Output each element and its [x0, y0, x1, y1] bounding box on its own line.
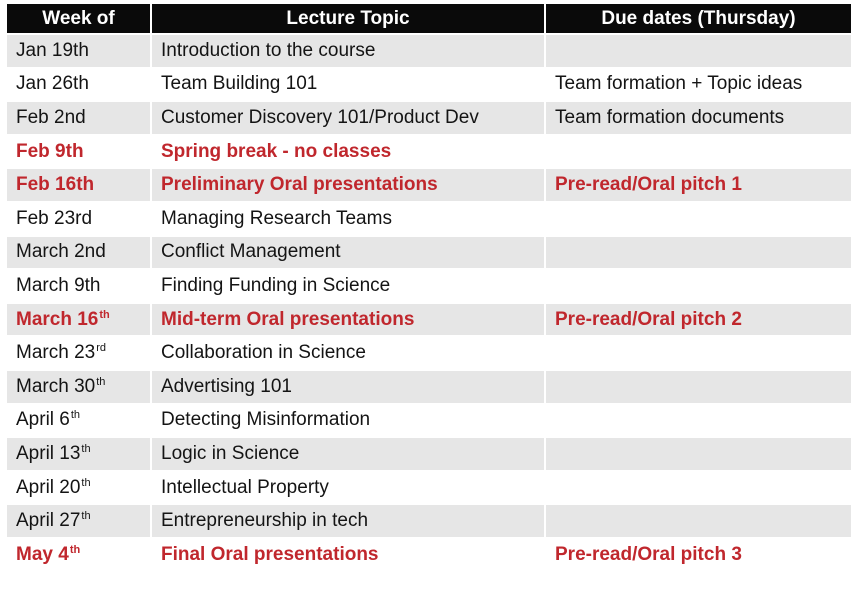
topic-cell: Customer Discovery 101/Product Dev: [152, 102, 544, 134]
week-cell: Feb 23rd: [7, 202, 150, 235]
week-date: March 16: [16, 308, 99, 330]
topic-cell: Preliminary Oral presentations: [152, 169, 544, 201]
ordinal-suffix: th: [81, 510, 91, 523]
topic-cell: Finding Funding in Science: [152, 270, 544, 302]
topic-cell: Mid-term Oral presentations: [152, 303, 544, 336]
header-lecture-topic: Lecture Topic: [152, 4, 544, 33]
week-date: Feb 23rd: [16, 207, 93, 229]
week-date: April 27: [16, 510, 81, 532]
due-cell: Team formation + Topic ideas: [546, 68, 851, 101]
due-cell: Pre-read/Oral pitch 3: [546, 538, 851, 571]
week-date: Feb 9th: [16, 140, 84, 162]
due-cell: [546, 202, 851, 235]
week-date: March 30: [16, 375, 96, 397]
week-cell: March 2nd: [7, 236, 150, 269]
ordinal-suffix: th: [69, 543, 81, 556]
ordinal-suffix: th: [96, 375, 106, 388]
week-cell: Feb 9th: [7, 135, 150, 168]
topic-cell: Entrepreneurship in tech: [152, 505, 544, 537]
week-date: March 9th: [16, 274, 101, 296]
table-row: Feb 16th Preliminary Oral presentations Pr…: [7, 169, 851, 201]
week-date: Feb 2nd: [16, 106, 86, 128]
table-row: April 6th Detecting Misinformation: [7, 404, 851, 437]
table-row: March 9th Finding Funding in Science: [7, 270, 851, 302]
topic-cell: Final Oral presentations: [152, 538, 544, 571]
table-row: March 30th Advertising 101: [7, 370, 851, 403]
due-cell: [546, 438, 851, 470]
schedule-body: Jan 19th Introduction to the course Jan 26…: [7, 35, 851, 571]
ordinal-suffix: th: [99, 308, 110, 321]
week-cell: Jan 19th: [7, 35, 150, 67]
topic-cell: Spring break - no classes: [152, 135, 544, 168]
table-row: Feb 23rd Managing Research Teams: [7, 202, 851, 235]
table-row: Jan 19th Introduction to the course: [7, 35, 851, 67]
topic-cell: Logic in Science: [152, 438, 544, 470]
week-date: March 23: [16, 342, 96, 364]
due-cell: Team formation documents: [546, 102, 851, 134]
week-cell: April 13th: [7, 438, 150, 470]
table-row: Jan 26th Team Building 101 Team formation …: [7, 68, 851, 101]
ordinal-suffix: th: [81, 442, 91, 455]
week-date: May 4: [16, 543, 69, 565]
table-row: April 27th Entrepreneurship in tech: [7, 505, 851, 537]
week-date: April 13: [16, 442, 81, 464]
due-cell: Pre-read/Oral pitch 1: [546, 169, 851, 201]
week-cell: April 27th: [7, 505, 150, 537]
table-row: March 23rd Collaboration in Science: [7, 337, 851, 369]
header-week-of: Week of: [7, 4, 150, 33]
header-due-dates: Due dates (Thursday): [546, 4, 851, 33]
week-cell: May 4th: [7, 538, 150, 571]
week-cell: March 9th: [7, 270, 150, 302]
topic-cell: Introduction to the course: [152, 35, 544, 67]
schedule-table: Week of Lecture Topic Due dates (Thursda…: [5, 2, 853, 573]
topic-cell: Intellectual Property: [152, 471, 544, 504]
due-cell: [546, 135, 851, 168]
topic-cell: Team Building 101: [152, 68, 544, 101]
due-cell: [546, 505, 851, 537]
header-row: Week of Lecture Topic Due dates (Thursda…: [7, 4, 851, 33]
week-cell: March 30th: [7, 370, 150, 403]
table-row: March 2nd Conflict Management: [7, 236, 851, 269]
table-row: April 20th Intellectual Property: [7, 471, 851, 504]
week-date: March 2nd: [16, 241, 106, 263]
table-row: Feb 2nd Customer Discovery 101/Product De…: [7, 102, 851, 134]
week-cell: Feb 2nd: [7, 102, 150, 134]
week-cell: April 20th: [7, 471, 150, 504]
week-cell: April 6th: [7, 404, 150, 437]
table-row: April 13th Logic in Science: [7, 438, 851, 470]
ordinal-suffix: rd: [96, 342, 106, 355]
week-date: April 6: [16, 409, 70, 431]
week-date: April 20: [16, 476, 81, 498]
week-cell: Jan 26th: [7, 68, 150, 101]
week-cell: Feb 16th: [7, 169, 150, 201]
topic-cell: Conflict Management: [152, 236, 544, 269]
week-date: Jan 26th: [16, 73, 89, 95]
week-date: Feb 16th: [16, 174, 95, 196]
due-cell: [546, 404, 851, 437]
due-cell: [546, 471, 851, 504]
ordinal-suffix: th: [70, 409, 81, 422]
due-cell: [546, 337, 851, 369]
topic-cell: Managing Research Teams: [152, 202, 544, 235]
due-cell: [546, 35, 851, 67]
week-cell: March 23rd: [7, 337, 150, 369]
week-cell: March 16th: [7, 303, 150, 336]
table-row: May 4th Final Oral presentations Pre-read/…: [7, 538, 851, 571]
topic-cell: Detecting Misinformation: [152, 404, 544, 437]
week-date: Jan 19th: [16, 39, 89, 61]
table-row: March 16th Mid-term Oral presentations Pre…: [7, 303, 851, 336]
table-row: Feb 9th Spring break - no classes: [7, 135, 851, 168]
due-cell: [546, 236, 851, 269]
topic-cell: Advertising 101: [152, 370, 544, 403]
topic-cell: Collaboration in Science: [152, 337, 544, 369]
due-cell: [546, 370, 851, 403]
due-cell: [546, 270, 851, 302]
due-cell: Pre-read/Oral pitch 2: [546, 303, 851, 336]
ordinal-suffix: th: [81, 476, 91, 489]
